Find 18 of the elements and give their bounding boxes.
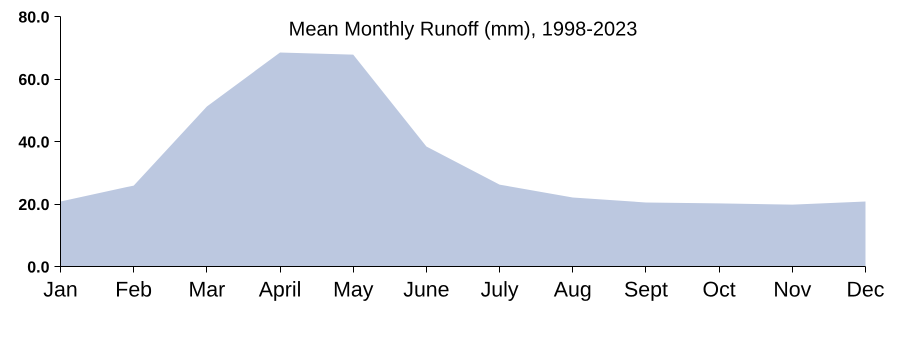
x-tick-label: Sept <box>624 278 668 302</box>
x-tick-label: May <box>333 278 374 302</box>
x-tick-label: Jan <box>43 278 78 302</box>
x-tick-label: Dec <box>846 278 885 302</box>
y-tick-label: 60.0 <box>18 72 50 89</box>
x-tick-label: July <box>480 278 519 302</box>
chart-title: Mean Monthly Runoff (mm), 1998-2023 <box>288 18 638 40</box>
x-tick-label: June <box>403 278 450 302</box>
x-tick-label: Nov <box>773 278 812 302</box>
x-tick-label: April <box>258 278 302 302</box>
y-tick-label: 20.0 <box>18 197 50 214</box>
y-tick-label: 40.0 <box>18 134 50 152</box>
x-tick-label: Oct <box>702 278 736 302</box>
y-tick-label: 0.0 <box>27 260 50 276</box>
x-tick-label: Aug <box>554 278 592 302</box>
x-tick-label: Mar <box>188 278 226 302</box>
y-tick-label: 80.0 <box>18 10 50 26</box>
x-tick-label: Feb <box>115 278 152 302</box>
